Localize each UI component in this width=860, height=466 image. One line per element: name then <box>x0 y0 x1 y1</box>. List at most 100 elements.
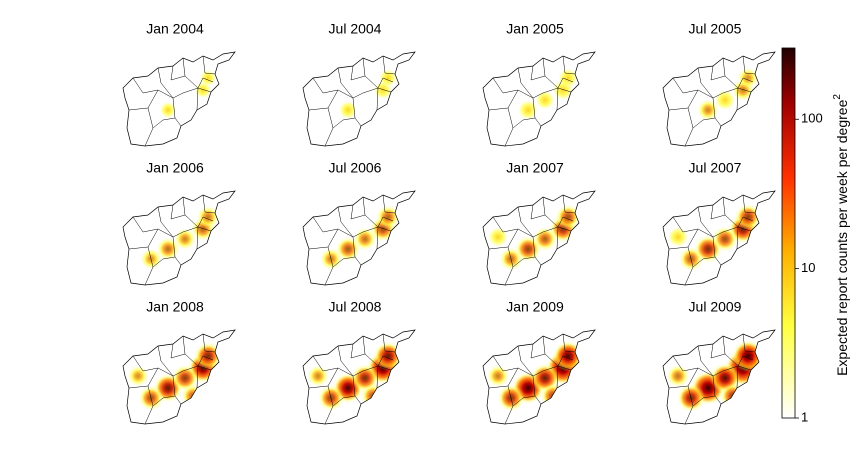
province-border <box>512 395 536 407</box>
heat-red <box>536 230 554 248</box>
map-panel: Jan 2009 <box>482 299 596 425</box>
province-border <box>197 77 214 89</box>
province-border <box>722 196 739 250</box>
country-outline <box>302 190 416 286</box>
province-border <box>530 65 546 81</box>
colorbar-axis: 1 10 100 <box>795 111 823 424</box>
province-border <box>157 345 182 405</box>
province-border <box>152 395 176 407</box>
map-panel: Jul 2006 <box>302 160 416 286</box>
province-border <box>202 333 216 353</box>
province-border <box>182 196 199 250</box>
country-outline <box>122 190 236 286</box>
province-border <box>382 333 396 353</box>
province-border <box>197 355 214 367</box>
province-border <box>722 57 739 111</box>
tick-label: 1 <box>801 409 808 424</box>
province-border <box>382 55 396 75</box>
heat-layer <box>518 68 578 120</box>
heat-red <box>490 368 506 384</box>
map-panel: Jan 2007 <box>482 160 596 286</box>
panel-title: Jul 2005 <box>689 21 742 37</box>
heat-red <box>701 103 715 117</box>
map-panel: Jul 2005 <box>662 21 776 147</box>
country-outline <box>662 51 776 147</box>
heat-yellow <box>535 90 555 110</box>
province-border <box>530 343 546 359</box>
province-border <box>377 216 394 228</box>
province-border <box>722 335 739 389</box>
country-outline <box>302 51 416 147</box>
province-border <box>350 204 366 220</box>
province-border <box>692 256 716 268</box>
panel-title: Jul 2007 <box>689 160 742 176</box>
province-border <box>350 65 366 81</box>
heat-yellow <box>558 68 578 88</box>
province-border <box>562 333 576 353</box>
map-panel: Jul 2009 <box>662 299 776 425</box>
heat-red <box>715 229 735 249</box>
map-panel: Jan 2005 <box>482 21 596 147</box>
panel-title: Jan 2009 <box>506 299 564 315</box>
province-border <box>152 117 176 129</box>
country-outline <box>662 329 776 425</box>
map-panel: Jul 2008 <box>302 299 416 425</box>
panel-title: Jan 2005 <box>506 21 564 37</box>
province-border <box>362 57 379 111</box>
panel-title: Jan 2006 <box>146 160 204 176</box>
province-border <box>710 204 726 220</box>
heat-red <box>670 368 686 384</box>
heat-red <box>184 387 202 405</box>
province-border <box>517 206 542 266</box>
province-border <box>697 206 722 266</box>
heat-red <box>357 231 373 247</box>
heat-red <box>160 241 176 257</box>
province-border <box>737 77 754 89</box>
province-border <box>202 55 216 75</box>
heat-yellow <box>488 227 508 247</box>
province-border <box>377 77 394 89</box>
map-panel: Jan 2008 <box>122 299 236 425</box>
heat-red <box>558 207 578 227</box>
province-border <box>152 256 176 268</box>
province-border <box>742 55 756 75</box>
heat-red <box>737 206 759 228</box>
panel-title: Jan 2007 <box>506 160 564 176</box>
province-border <box>382 194 396 214</box>
province-border <box>710 65 726 81</box>
province-border <box>542 57 559 111</box>
heat-red <box>197 345 219 367</box>
province-border <box>517 345 542 405</box>
province-border <box>332 256 356 268</box>
heat-yellow <box>518 100 538 120</box>
map-panel: Jan 2004 <box>122 21 236 147</box>
panel-title: Jul 2008 <box>329 299 382 315</box>
heat-layer <box>140 206 219 270</box>
heat-red <box>339 240 357 258</box>
province-border <box>742 194 756 214</box>
map-panel: Jul 2007 <box>662 160 776 286</box>
heat-red <box>131 369 145 383</box>
heat-red <box>543 386 563 406</box>
panel-title: Jul 2009 <box>689 299 742 315</box>
province-border <box>362 335 379 389</box>
heat-yellow <box>339 101 357 119</box>
panel-title: Jul 2004 <box>329 21 382 37</box>
country-outline <box>122 329 236 425</box>
country-outline <box>302 329 416 425</box>
heat-yellow <box>200 70 216 86</box>
province-border <box>350 343 366 359</box>
province-border <box>170 65 186 81</box>
province-border <box>742 333 756 353</box>
province-border <box>157 67 182 127</box>
province-border <box>557 77 574 89</box>
heat-red <box>723 386 743 406</box>
heat-red <box>379 208 397 226</box>
colorbar <box>781 47 796 419</box>
map-panel: Jan 2006 <box>122 160 236 286</box>
heat-red <box>555 343 581 369</box>
province-border <box>530 204 546 220</box>
province-border <box>737 355 754 367</box>
country-outline <box>482 190 596 286</box>
